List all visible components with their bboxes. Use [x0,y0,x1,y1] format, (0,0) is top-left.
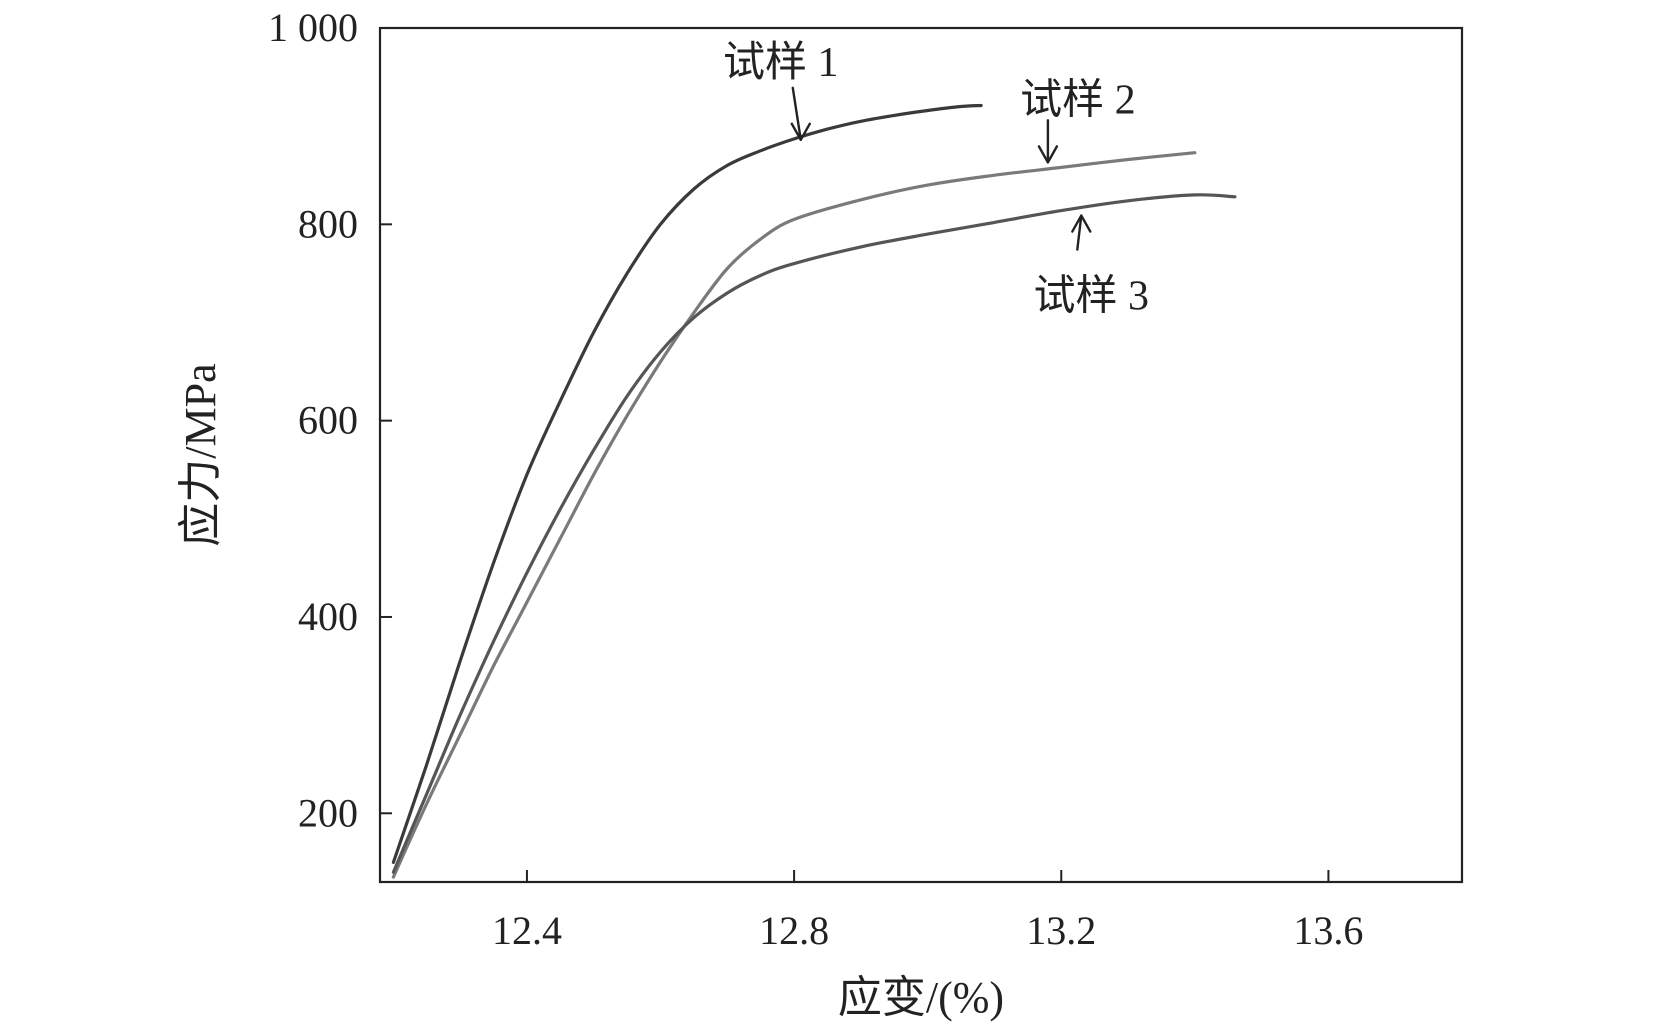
y-axis-title: 应力/MPa [176,363,225,546]
annotation-arrow-shaft [1076,214,1083,251]
annotation-arrow-head [790,122,811,141]
x-axis-title: 应变/(%) [838,973,1004,1022]
series-label-sample-3: 试样 3 [1034,274,1150,320]
series-line-sample-1 [391,103,983,864]
series-label-sample-1: 试样 1 [723,40,839,86]
series-line-sample-3 [391,193,1237,874]
y-tick-label: 800 [298,201,358,246]
annotation-arrow-head [1071,214,1092,233]
plot-frame-group [378,26,1464,884]
series-label-sample-2: 试样 2 [1020,77,1136,123]
annotation-arrow-shaft [791,86,802,141]
axis-ticks-group: 12.4 12.8 13.2 13.6 200 400 600 800 1 000 [268,5,1363,953]
annotations-group: 试样 1 试样 2 试样 3 [723,40,1149,320]
x-tick-label: 13.6 [1293,908,1363,953]
y-tick-label: 200 [298,790,358,835]
plot-area-border [378,26,1464,884]
x-tick-label: 12.8 [759,908,829,953]
series-lines-group [391,103,1237,879]
y-tick-label: 1 000 [268,5,358,50]
y-tick-label: 600 [298,398,358,443]
x-tick-label: 13.2 [1026,908,1096,953]
y-tick-label: 400 [298,594,358,639]
x-tick-label: 12.4 [492,908,562,953]
series-line-sample-2 [391,151,1197,879]
annotation-arrow-head [1037,145,1059,164]
